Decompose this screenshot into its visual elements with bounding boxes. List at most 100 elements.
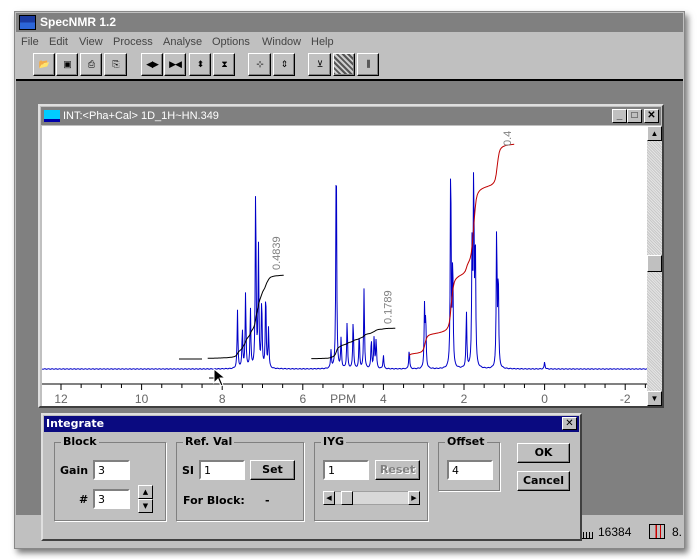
si-label: SI bbox=[182, 464, 195, 477]
si-input[interactable]: 1 bbox=[199, 460, 245, 480]
zoom-fit-button[interactable]: ⊹ bbox=[248, 53, 271, 76]
open-folder-icon: 📂 bbox=[38, 59, 50, 69]
x-tick-label: 6 bbox=[299, 392, 306, 406]
peak-pick-icon: ⫼ bbox=[366, 59, 370, 69]
block-number-label: # bbox=[79, 493, 89, 506]
integral-curve bbox=[207, 274, 284, 359]
spectrum-trace bbox=[42, 172, 647, 370]
zoom-fit-icon: ⊹ bbox=[256, 59, 263, 69]
block-group-label: Block bbox=[61, 435, 99, 448]
expand-horizontal-icon: ◀▶ bbox=[146, 59, 159, 69]
integral-curve bbox=[311, 327, 396, 360]
points-count: 16384 bbox=[598, 525, 632, 539]
baseline-button[interactable]: ⊻ bbox=[308, 53, 331, 76]
integrate-button[interactable] bbox=[333, 53, 355, 76]
open-folder-button[interactable]: 📂 bbox=[33, 53, 55, 76]
gain-label: Gain bbox=[60, 464, 89, 477]
x-tick-label: 2 bbox=[461, 392, 468, 406]
for-block-label: For Block: bbox=[183, 494, 245, 507]
spectrum-window-title: INT:<Pha+Cal> 1D_1H~HN.349 bbox=[63, 110, 219, 122]
save-disk-icon: ▣ bbox=[63, 59, 71, 69]
dialog-title-bar[interactable]: Integrate ✕ bbox=[44, 416, 579, 432]
dialog-title: Integrate bbox=[46, 417, 105, 430]
offset-group: Offset 4 bbox=[438, 435, 500, 491]
integral-label: 0.1789 bbox=[382, 290, 394, 324]
menu-window[interactable]: Window bbox=[262, 36, 302, 48]
menu-edit[interactable]: Edit bbox=[49, 36, 68, 48]
menu-options[interactable]: Options bbox=[212, 36, 250, 48]
print-icon: ⎙ bbox=[87, 59, 95, 69]
scale-icon: ⇕ bbox=[280, 59, 288, 69]
integral-label: 0.4839 bbox=[271, 236, 283, 270]
maximize-button[interactable]: □ bbox=[627, 109, 642, 123]
compress-horizontal-icon: ▶◀ bbox=[169, 59, 182, 69]
ok-button[interactable]: OK bbox=[517, 443, 570, 463]
spectrum-plot[interactable]: 0.4839 0.1789 0.4 12 10 8 6 4 2 0 -2 PPM bbox=[42, 126, 647, 406]
ref-val-group-label: Ref. Val bbox=[183, 435, 235, 448]
expand-vertical-button[interactable]: ⬍ bbox=[189, 53, 211, 76]
integrate-dialog: Integrate ✕ Block Gain 3 # 3 ▲ ▼ Ref. Va… bbox=[41, 413, 582, 541]
zoom-value: 8. bbox=[672, 525, 683, 539]
compress-vertical-icon: ⧗ bbox=[221, 59, 227, 69]
print-button[interactable]: ⎙ bbox=[80, 53, 102, 76]
scroll-up-button[interactable]: ▲ bbox=[647, 126, 662, 141]
x-tick-label: -2 bbox=[620, 392, 631, 406]
iyg-group: IYG 1 Reset ◀ ▶ bbox=[314, 435, 428, 521]
integral-curve bbox=[408, 143, 515, 356]
peak-pick-button[interactable]: ⫼ bbox=[357, 53, 379, 76]
offset-input[interactable]: 4 bbox=[447, 460, 493, 480]
spectrum-svg: 0.4839 0.1789 0.4 12 10 8 6 4 2 0 -2 PPM bbox=[42, 131, 647, 406]
clipboard-button[interactable]: ⎘ bbox=[104, 53, 127, 76]
compress-vertical-button[interactable]: ⧗ bbox=[213, 53, 235, 76]
spectrum-icon bbox=[44, 110, 60, 122]
iyg-group-label: IYG bbox=[321, 435, 347, 448]
x-tick-label: 10 bbox=[135, 392, 149, 406]
reset-button[interactable]: Reset bbox=[375, 460, 420, 480]
menu-process[interactable]: Process bbox=[113, 36, 153, 48]
set-button[interactable]: Set bbox=[250, 460, 295, 480]
block-group: Block Gain 3 # 3 ▲ ▼ bbox=[54, 435, 166, 521]
integral-label: 0.4 bbox=[502, 131, 514, 146]
block-number-input[interactable]: 3 bbox=[93, 489, 130, 509]
iyg-input[interactable]: 1 bbox=[323, 460, 369, 480]
cursor-mode-icon bbox=[649, 524, 665, 539]
expand-vertical-icon: ⬍ bbox=[196, 59, 204, 69]
app-window: SpecNMR 1.2 File Edit View Process Analyse Op… bbox=[14, 11, 685, 549]
iyg-slider[interactable]: ◀ ▶ bbox=[323, 491, 420, 505]
slider-left-button[interactable]: ◀ bbox=[323, 491, 335, 505]
cancel-button[interactable]: Cancel bbox=[517, 471, 570, 491]
x-tick-label: 8 bbox=[219, 392, 226, 406]
app-title-bar[interactable]: SpecNMR 1.2 bbox=[16, 13, 683, 32]
x-tick-label: 0 bbox=[541, 392, 548, 406]
dialog-close-button[interactable]: ✕ bbox=[562, 417, 577, 430]
vertical-scrollbar[interactable]: ▲ ▼ bbox=[647, 126, 662, 406]
scale-button[interactable]: ⇕ bbox=[273, 53, 295, 76]
slider-right-button[interactable]: ▶ bbox=[408, 491, 420, 505]
expand-horizontal-button[interactable]: ◀▶ bbox=[141, 53, 163, 76]
spinner-up-button[interactable]: ▲ bbox=[138, 485, 153, 499]
menu-help[interactable]: Help bbox=[311, 36, 334, 48]
gain-input[interactable]: 3 bbox=[93, 460, 130, 480]
app-logo-icon bbox=[19, 15, 36, 30]
x-tick-label: 12 bbox=[54, 392, 68, 406]
scroll-down-button[interactable]: ▼ bbox=[647, 391, 662, 406]
save-disk-button[interactable]: ▣ bbox=[56, 53, 78, 76]
close-button[interactable]: ✕ bbox=[644, 109, 659, 123]
menu-view[interactable]: View bbox=[79, 36, 103, 48]
minimize-button[interactable]: _ bbox=[612, 109, 627, 123]
app-title: SpecNMR 1.2 bbox=[40, 15, 117, 29]
for-block-value: - bbox=[265, 494, 270, 507]
mouse-cursor-icon bbox=[213, 368, 227, 387]
scroll-thumb[interactable] bbox=[647, 255, 662, 272]
menu-file[interactable]: File bbox=[21, 36, 39, 48]
slider-thumb[interactable] bbox=[341, 491, 353, 505]
compress-horizontal-button[interactable]: ▶◀ bbox=[164, 53, 186, 76]
spectrum-window: INT:<Pha+Cal> 1D_1H~HN.349 _ □ ✕ 0.4839 0… bbox=[38, 104, 664, 408]
menu-analyse[interactable]: Analyse bbox=[163, 36, 203, 48]
spectrum-window-title-bar[interactable]: INT:<Pha+Cal> 1D_1H~HN.349 _ □ ✕ bbox=[41, 107, 661, 125]
x-tick-label: 4 bbox=[380, 392, 387, 406]
menu-bar: File Edit View Process Analyse Options Window H… bbox=[15, 34, 682, 52]
spinner-down-button[interactable]: ▼ bbox=[138, 499, 153, 513]
clipboard-icon: ⎘ bbox=[112, 59, 119, 69]
offset-group-label: Offset bbox=[445, 435, 487, 448]
